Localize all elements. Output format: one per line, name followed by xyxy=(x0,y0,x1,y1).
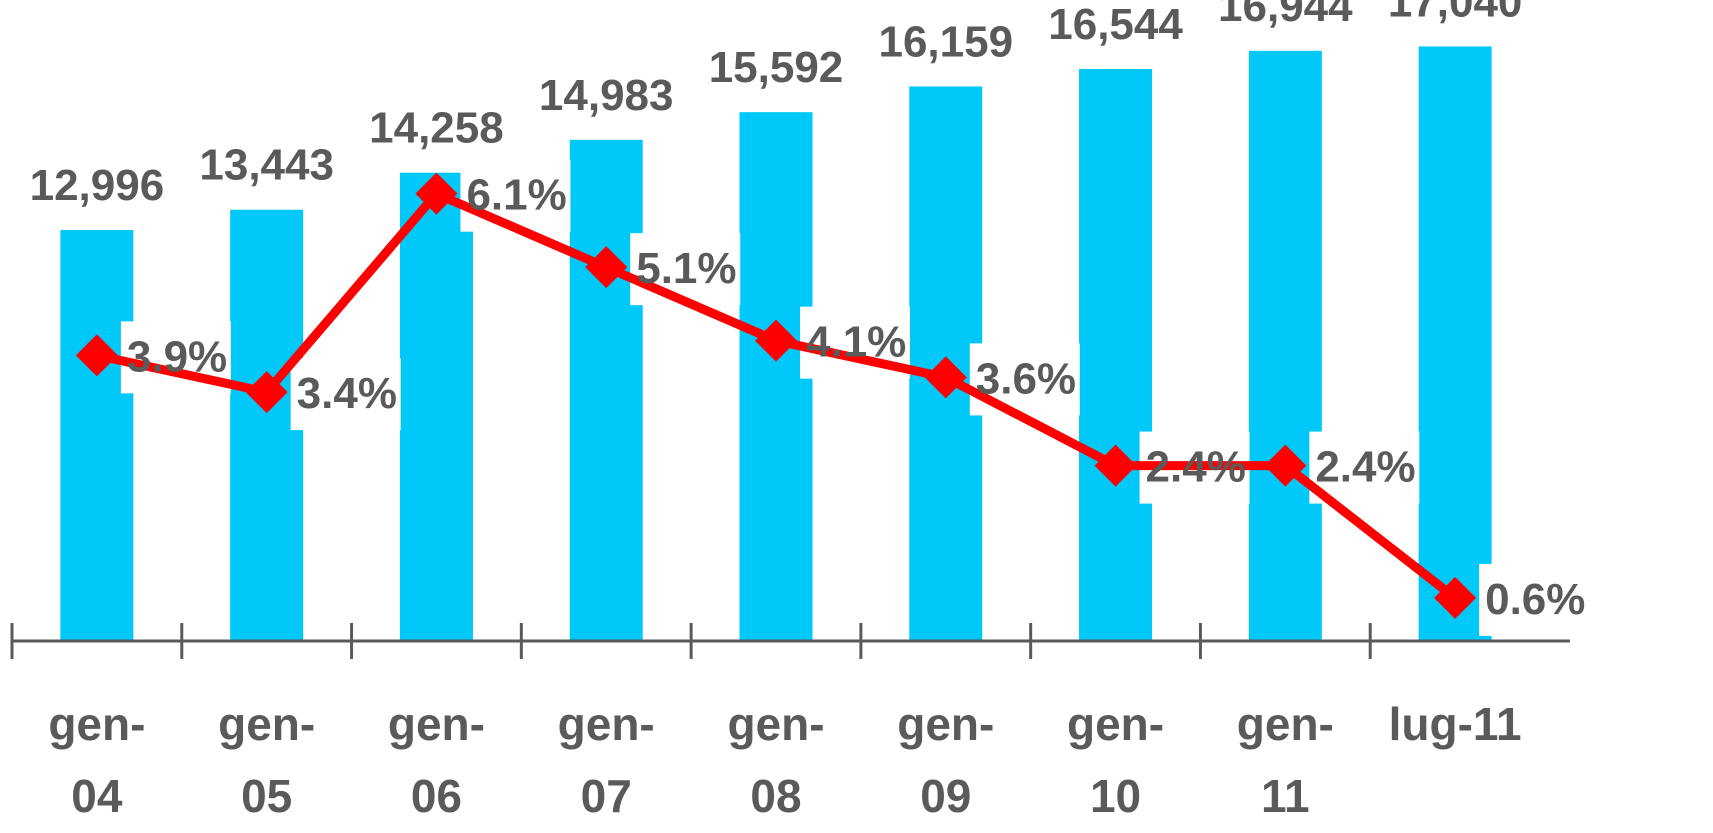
x-tick-label: 04 xyxy=(71,770,123,822)
line-marker-gen-05 xyxy=(245,371,288,414)
percent-value-label: 2.4% xyxy=(1315,443,1415,492)
x-tick-label: gen- xyxy=(1237,698,1334,750)
bar-gen-06 xyxy=(399,172,473,641)
bar-value-label: 15,592 xyxy=(709,43,844,92)
x-tick-label: 06 xyxy=(411,770,462,822)
line-marker-gen-04 xyxy=(75,334,118,377)
x-tick-label: gen- xyxy=(48,698,145,750)
bar-gen-10 xyxy=(1079,68,1153,641)
percent-value-label: 0.6% xyxy=(1485,575,1585,624)
percent-label-background xyxy=(290,358,401,431)
growth-line-series xyxy=(75,172,1477,619)
bar-value-label: 14,258 xyxy=(369,104,504,153)
line-marker-gen-11 xyxy=(1264,444,1307,487)
percent-value-labels: 3.9% 3.4% 6.1% 5.1% 4.1% 3.6% 2.4% 2.4% 0.6% xyxy=(127,171,1586,624)
bar-value-labels: 12,996 13,443 14,258 14,983 15,592 16,159 16,5… xyxy=(30,0,1523,210)
x-tick-label: gen- xyxy=(727,698,824,750)
percent-value-label: 3.9% xyxy=(127,332,227,381)
line-marker-gen-06 xyxy=(415,172,458,215)
x-tick-label: gen- xyxy=(897,698,994,750)
x-tick-label: gen- xyxy=(558,698,655,750)
x-tick-label: lug-11 xyxy=(1389,698,1522,750)
line-marker-gen-10 xyxy=(1094,444,1137,487)
x-tick-label: 10 xyxy=(1090,770,1141,822)
line-marker-gen-08 xyxy=(755,319,797,362)
percent-value-label: 3.6% xyxy=(976,354,1076,403)
bar-value-label: 13,443 xyxy=(199,141,334,190)
x-tick-label: 07 xyxy=(581,770,632,822)
bar-value-label: 17,040 xyxy=(1388,0,1523,26)
bar-value-label: 16,159 xyxy=(878,17,1013,66)
percent-label-background xyxy=(460,159,571,232)
percent-value-label: 4.1% xyxy=(806,318,906,367)
percent-label-background xyxy=(630,233,741,306)
percent-value-label: 6.1% xyxy=(466,171,566,220)
x-tick-label: 05 xyxy=(241,770,292,822)
line-marker-gen-09 xyxy=(924,356,967,399)
x-tick-label: gen- xyxy=(1067,698,1164,750)
bar-value-label: 16,944 xyxy=(1218,0,1353,31)
percent-value-label: 5.1% xyxy=(636,244,736,293)
percent-label-background xyxy=(1309,431,1420,504)
x-tick-label: 11 xyxy=(1261,770,1310,822)
bar-value-label: 14,983 xyxy=(539,71,674,120)
x-tick-label: 09 xyxy=(920,770,971,822)
bar-value-label: 12,996 xyxy=(30,161,165,210)
bar-gen-04 xyxy=(60,230,134,641)
bar-lug-11 xyxy=(1418,46,1492,641)
line-marker-gen-07 xyxy=(585,246,628,289)
bar-gen-11 xyxy=(1248,50,1322,641)
x-axis: gen- 04 gen- 05 gen- 06 gen- 07 gen- 08 gen- 09 gen-… xyxy=(10,623,1570,822)
percent-value-label: 3.4% xyxy=(297,369,397,418)
bar-value-label: 16,544 xyxy=(1048,0,1183,49)
x-tick-label: gen- xyxy=(388,698,485,750)
percent-label-backgrounds xyxy=(120,159,1590,636)
percent-value-label: 2.4% xyxy=(1146,443,1246,492)
percent-label-background xyxy=(1479,563,1590,636)
x-tick-label: gen- xyxy=(218,698,315,750)
bar-gen-07 xyxy=(569,139,643,642)
line-marker-lug-11 xyxy=(1434,576,1477,619)
x-tick-label: 08 xyxy=(750,770,801,822)
